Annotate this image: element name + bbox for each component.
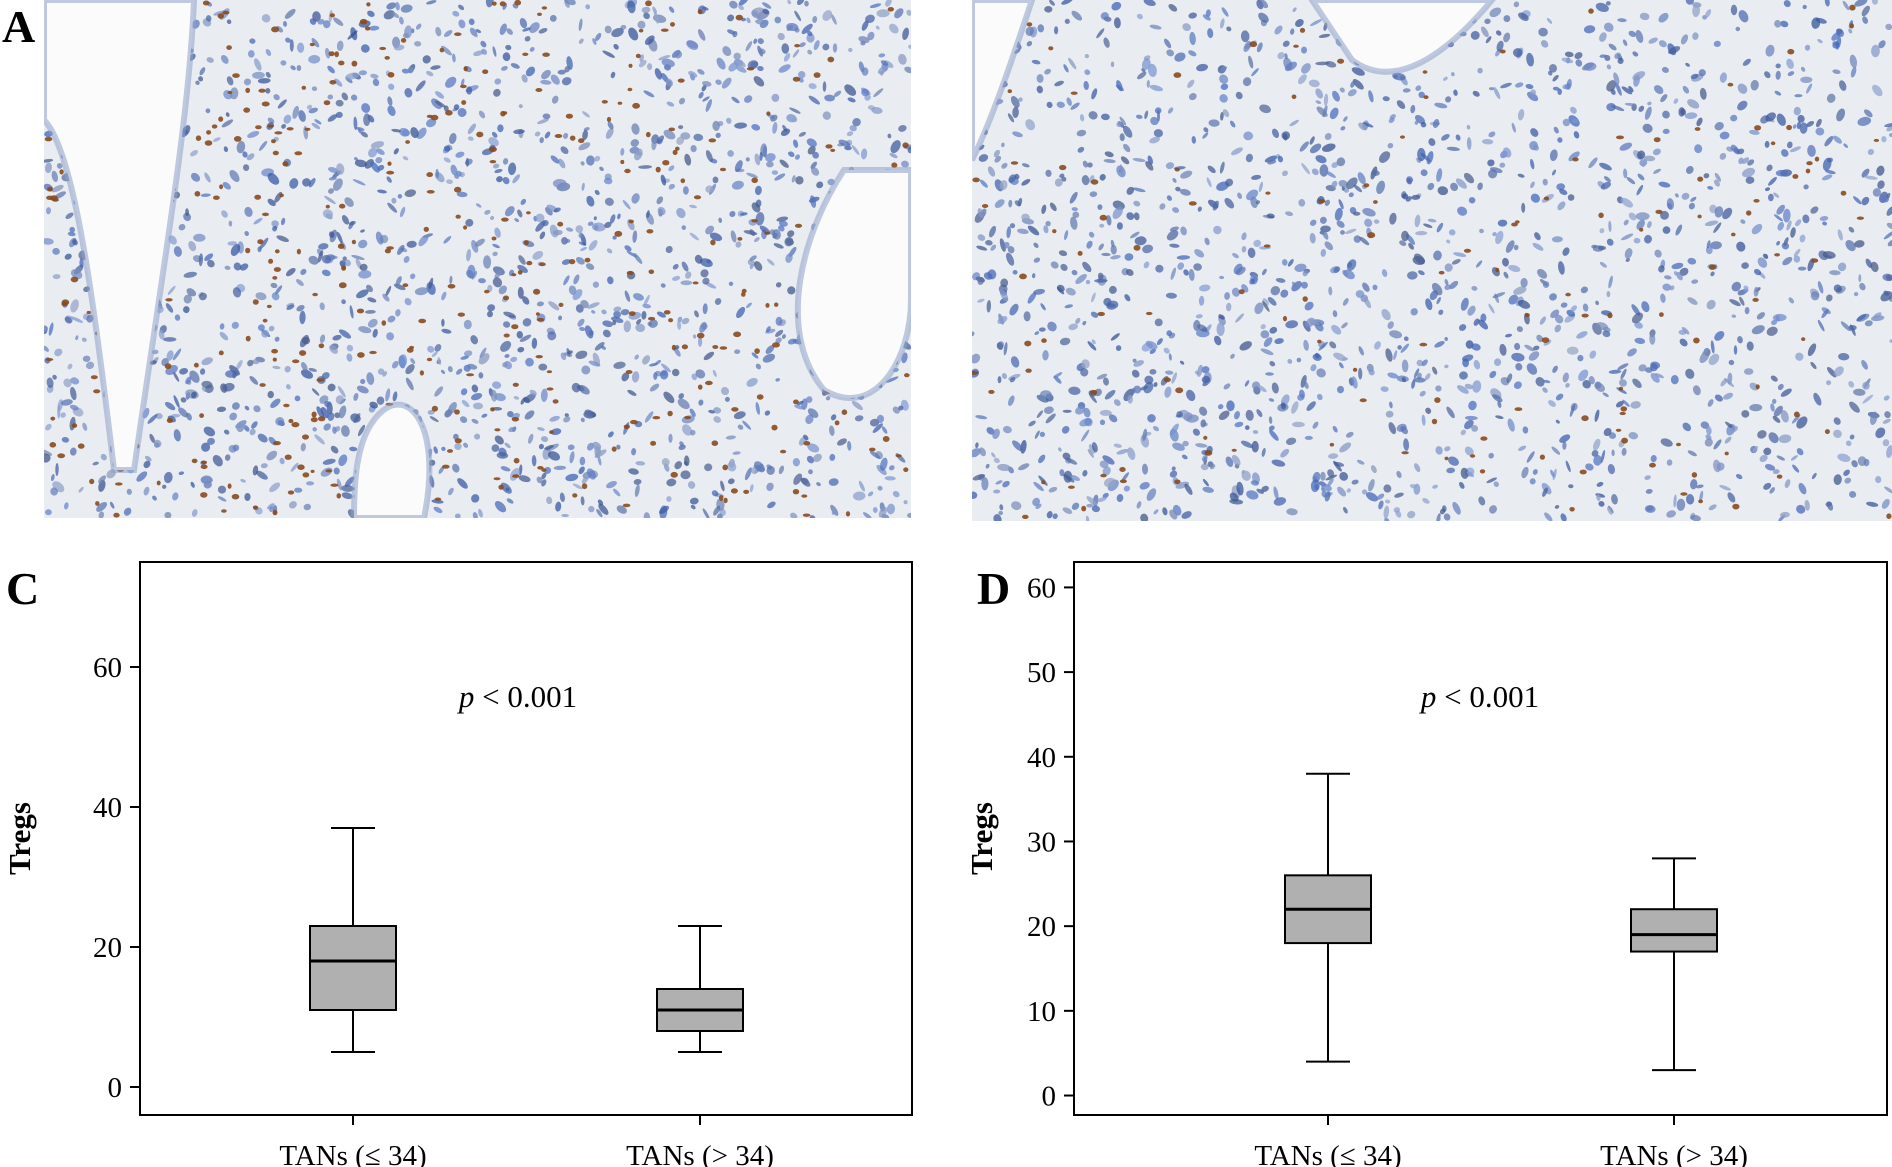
- micrograph-b: [972, 0, 1892, 521]
- box-2: [656, 925, 744, 1053]
- x-tick-label: TANs (> 34): [1600, 1140, 1748, 1167]
- glandular-lumen: [350, 401, 433, 518]
- panel-label-a: A: [2, 1, 36, 52]
- positive-cells-layer: [972, 0, 1892, 520]
- p-value-symbol: p: [457, 679, 475, 714]
- micrograph-a: [44, 0, 911, 518]
- y-axis-label: Tregs: [2, 802, 37, 875]
- y-tick-label: 0: [1042, 1081, 1057, 1113]
- glandular-lumen: [972, 0, 1036, 162]
- micrograph-a-image: [44, 0, 911, 518]
- y-tick-label: 0: [108, 1072, 123, 1104]
- p-value-text: < 0.001: [1436, 679, 1539, 714]
- tissue-background: [972, 0, 1892, 521]
- y-tick-label: 40: [1027, 742, 1056, 774]
- box-1: [309, 827, 397, 1053]
- panel-label-c: C: [6, 563, 40, 614]
- glandular-lumen: [794, 167, 911, 401]
- micrograph-b-image: [972, 0, 1892, 521]
- nuclei-layer: [44, 0, 911, 518]
- x-tick-label: TANs (> 34): [626, 1140, 774, 1167]
- box-2: [1630, 857, 1718, 1072]
- y-tick-label: 20: [1027, 911, 1056, 943]
- y-tick-label: 10: [1027, 996, 1056, 1028]
- boxplot-chart-d: 0 10 20 30 40 50 60 Tregs p < 0.001 TANs (≤ 34) TA…: [964, 561, 1888, 1167]
- p-value-annotation: p < 0.001: [457, 679, 577, 714]
- y-tick-label: 50: [1027, 657, 1056, 689]
- x-tick-label: TANs (≤ 34): [279, 1140, 426, 1167]
- y-tick-label: 20: [93, 932, 122, 964]
- iqr-box: [309, 925, 397, 1011]
- panel-label-d: D: [977, 563, 1011, 614]
- y-tick-label: 60: [1027, 572, 1056, 604]
- iqr-box: [1630, 908, 1718, 953]
- p-value-text: < 0.001: [474, 679, 577, 714]
- glandular-lumen: [1308, 0, 1496, 75]
- y-axis-label: Tregs: [964, 802, 999, 875]
- glandular-lumen: [44, 0, 198, 473]
- box-1: [1284, 772, 1372, 1063]
- plot-frame: [1073, 561, 1888, 1116]
- y-tick-label: 40: [93, 792, 122, 824]
- p-value-symbol: p: [1419, 679, 1437, 714]
- nuclei-layer: [972, 0, 1892, 521]
- y-tick-label: 30: [1027, 826, 1056, 858]
- boxplot-chart-c: 0 20 40 60 Tregs p < 0.001 TANs (≤ 34) TANs (> …: [2, 561, 913, 1167]
- p-value-annotation: p < 0.001: [1419, 679, 1539, 714]
- plot-frame: [139, 561, 913, 1116]
- x-tick-label: TANs (≤ 34): [1254, 1140, 1401, 1167]
- y-tick-label: 60: [93, 652, 122, 684]
